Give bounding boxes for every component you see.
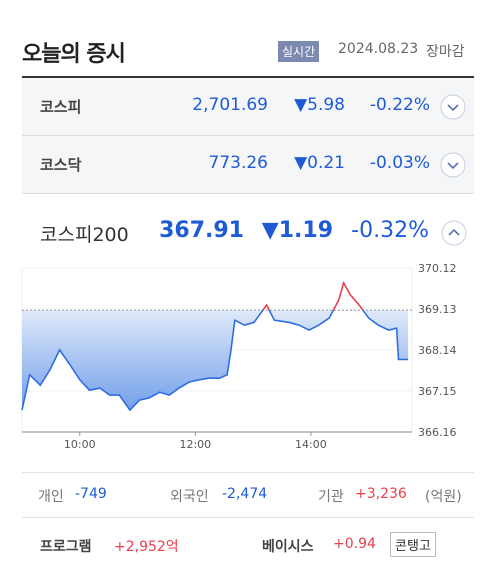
price-line	[21, 280, 409, 412]
investor-bar: 개인 -749 외국인 -2,474 기관 +3,236 (억원)	[22, 472, 474, 518]
basis-label: 베이시스	[262, 539, 314, 555]
investor-value: +3,236	[355, 486, 407, 502]
x-tick-label: 12:00	[179, 438, 211, 451]
live-badge: 실시간	[278, 41, 320, 62]
divider	[22, 76, 474, 78]
investor-value: -2,474	[222, 486, 268, 502]
program-value: +2,952억	[114, 539, 179, 555]
program-label: 프로그램	[40, 539, 92, 555]
featured-change: ▼1.19	[261, 218, 333, 243]
unit: (억원)	[425, 489, 462, 505]
contango-button[interactable]: 콘탱고	[390, 532, 436, 557]
y-tick-label: 367.15	[418, 385, 457, 398]
index-percent: -0.03%	[369, 153, 430, 173]
index-name: 코스피	[40, 98, 82, 116]
index-value: 773.26	[208, 153, 268, 173]
investor-label: 기관	[318, 489, 344, 505]
investor-label: 개인	[38, 489, 64, 505]
y-tick-label: 370.12	[418, 262, 457, 275]
index-percent: -0.22%	[369, 95, 430, 115]
x-tick-label: 10:00	[64, 438, 96, 451]
x-tick-label: 14:00	[295, 438, 327, 451]
index-name: 코스닥	[40, 156, 82, 174]
index-change: ▼5.98	[294, 95, 345, 115]
index-row[interactable]: 코스피 2,701.69 ▼5.98 -0.22%	[22, 78, 474, 136]
date: 2024.08.23	[338, 41, 419, 57]
featured-value: 367.91	[159, 218, 244, 243]
featured-percent: -0.32%	[351, 218, 429, 243]
collapse-button[interactable]	[440, 219, 468, 247]
market-status: 장마감	[426, 44, 465, 60]
index-row[interactable]: 코스닥 773.26 ▼0.21 -0.03%	[22, 136, 474, 194]
index-value: 2,701.69	[192, 95, 268, 115]
expand-button[interactable]	[440, 152, 466, 178]
basis-value: +0.94	[333, 536, 376, 552]
featured-name: 코스피200	[40, 224, 129, 246]
y-tick-label: 366.16	[418, 426, 457, 439]
investor-value: -749	[75, 486, 107, 502]
area-fill	[22, 310, 409, 411]
y-tick-label: 369.13	[418, 303, 457, 316]
page-title: 오늘의 증시	[22, 42, 126, 67]
y-tick-label: 368.14	[418, 344, 457, 357]
expand-button[interactable]	[440, 94, 466, 120]
index-change: ▼0.21	[294, 153, 345, 173]
investor-label: 외국인	[170, 489, 209, 505]
chart: 366.16 367.15 368.14 369.13 370.12 10:00 12:00…	[21, 262, 457, 451]
